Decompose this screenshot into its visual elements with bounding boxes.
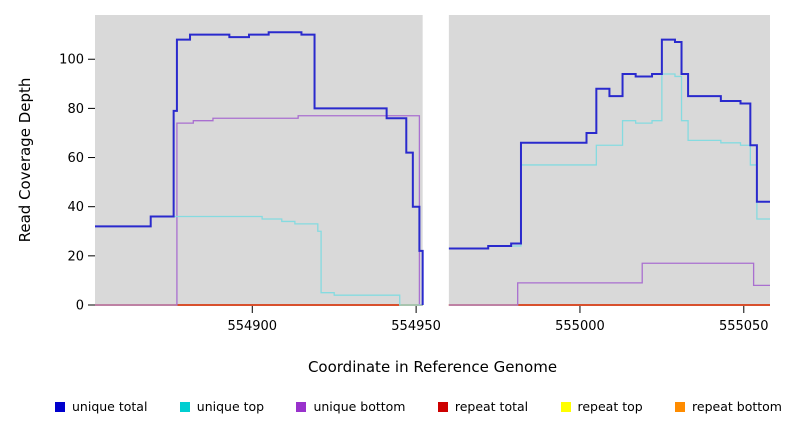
legend-swatch-icon bbox=[179, 401, 190, 412]
x-tick-label: 554900 bbox=[227, 319, 277, 334]
x-tick-label: 555050 bbox=[719, 319, 769, 334]
legend-item-unique-bottom: unique bottom bbox=[296, 399, 406, 414]
legend-item-repeat-top: repeat top bbox=[560, 399, 643, 414]
x-axis-title: Coordinate in Reference Genome bbox=[307, 358, 558, 376]
legend-swatch-icon bbox=[675, 401, 686, 412]
legend-label: unique top bbox=[196, 399, 265, 414]
legend-label: repeat total bbox=[454, 399, 529, 414]
legend-label: repeat bottom bbox=[692, 399, 782, 414]
y-tick-label: 100 bbox=[59, 53, 84, 68]
series-line-unique-bottom bbox=[95, 115, 423, 306]
legend-label: unique total bbox=[72, 399, 148, 414]
coverage-gap bbox=[422, 14, 449, 307]
legend-item-repeat-total: repeat total bbox=[437, 399, 529, 414]
series-line-unique-top bbox=[95, 215, 423, 306]
legend-swatch-icon bbox=[560, 401, 571, 412]
legend-label: repeat top bbox=[577, 399, 643, 414]
legend: unique total unique top unique bottom repea… bbox=[0, 399, 792, 414]
y-tick-label: 80 bbox=[67, 102, 84, 117]
series-line-unique-total bbox=[95, 31, 424, 305]
y-axis-title: Read Coverage Depth bbox=[16, 78, 34, 243]
legend-swatch-icon bbox=[437, 401, 448, 412]
y-tick-label: 60 bbox=[67, 151, 84, 166]
coverage-plot: 0 20 40 60 80 100 554900 554950 555000 555050 Rea… bbox=[16, 14, 770, 334]
y-tick-label: 40 bbox=[67, 200, 84, 215]
legend-item-unique-top: unique top bbox=[179, 399, 265, 414]
legend-item-repeat-bottom: repeat bottom bbox=[675, 399, 782, 414]
y-tick-label: 20 bbox=[67, 249, 84, 264]
plot-layer: 0 20 40 60 80 100 554900 554950 555000 555050 bbox=[59, 14, 770, 334]
legend-swatch-icon bbox=[55, 401, 65, 412]
x-tick-label: 555000 bbox=[555, 319, 605, 334]
x-tick-label: 554950 bbox=[391, 319, 441, 334]
series-line-unique-bottom bbox=[448, 262, 770, 306]
y-tick-label: 0 bbox=[76, 299, 84, 314]
legend-item-unique-total: unique total bbox=[55, 399, 147, 414]
legend-swatch-icon bbox=[296, 401, 307, 412]
series-line-unique-total bbox=[448, 38, 770, 250]
legend-label: unique bottom bbox=[313, 399, 406, 414]
series-line-unique-top bbox=[448, 73, 770, 250]
